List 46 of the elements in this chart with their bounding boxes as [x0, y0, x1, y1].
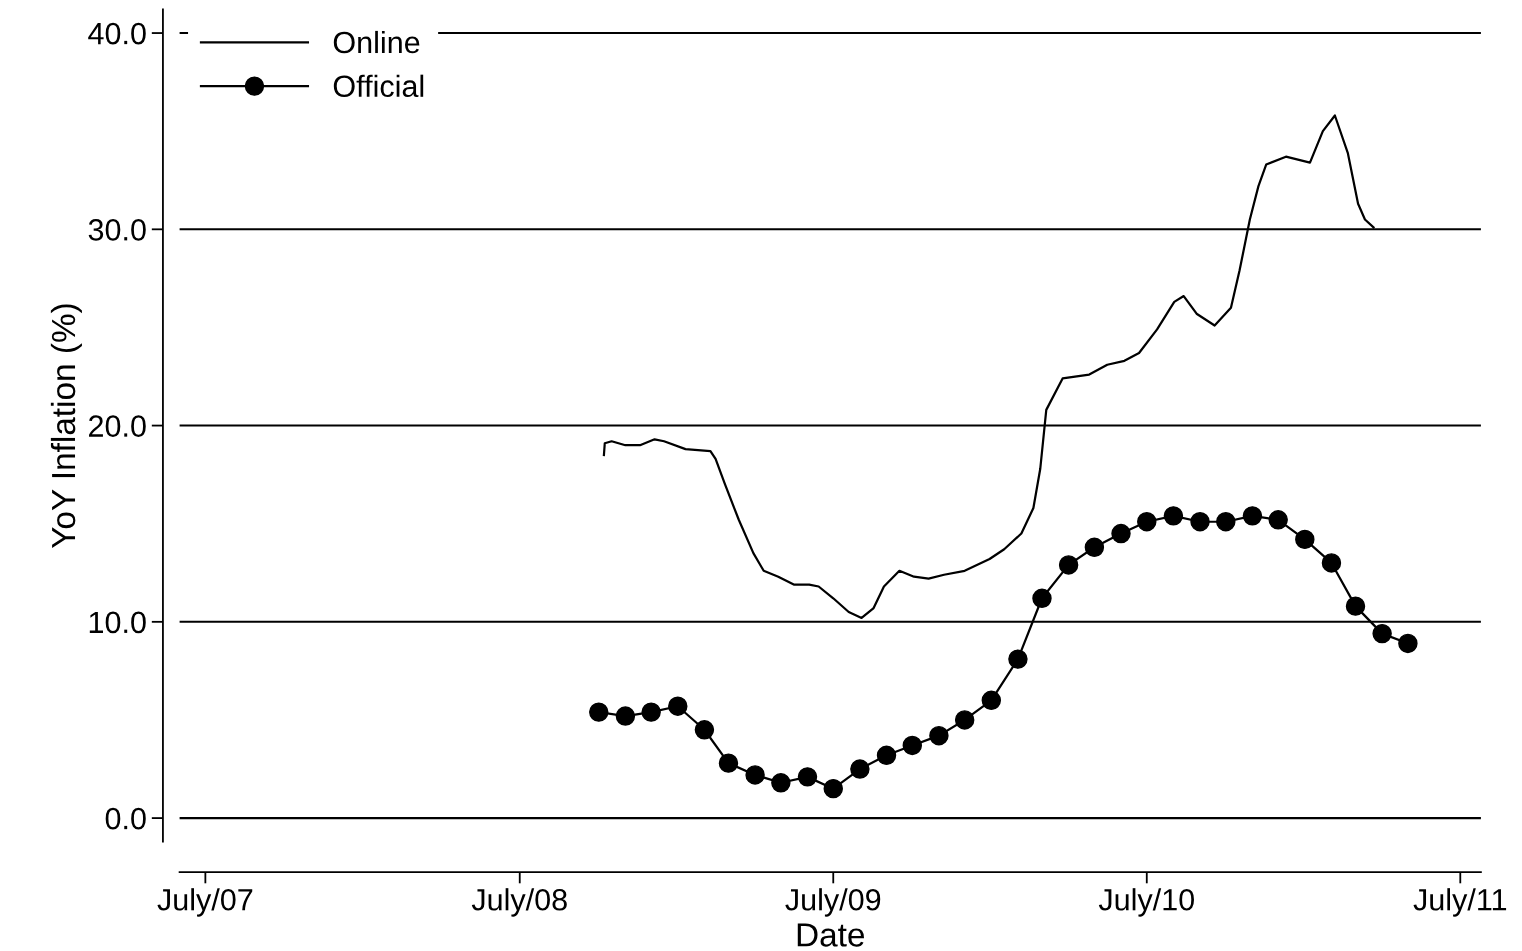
x-tick-label: July/10: [1098, 888, 1194, 917]
point: [1242, 506, 1263, 526]
point: [694, 720, 715, 740]
point: [771, 773, 791, 793]
x-axis-title: Date: [797, 923, 864, 947]
y-tick-label: 20.0: [89, 415, 146, 437]
point: [1321, 553, 1342, 573]
point: [876, 745, 897, 766]
point: [797, 767, 818, 787]
point: [1295, 529, 1315, 550]
point: [718, 753, 739, 773]
point: [668, 696, 688, 716]
point: [615, 706, 636, 726]
point: [1372, 623, 1392, 644]
x-tick-label: July/07: [157, 888, 253, 917]
point: [929, 725, 949, 746]
point: [745, 765, 765, 785]
x-tick-label: July/09: [785, 888, 881, 917]
point: [981, 690, 1002, 711]
point: [1032, 588, 1052, 609]
x-tick-label: July/08: [471, 888, 567, 917]
point: [902, 735, 923, 756]
point: [1398, 633, 1418, 654]
point: [1268, 510, 1288, 530]
y-tick-label: 0.0: [105, 807, 146, 830]
legend-label: Online: [333, 30, 420, 54]
point: [641, 702, 661, 722]
point: [823, 778, 843, 799]
point: [1111, 523, 1131, 544]
x-tick-label: July/11: [1413, 888, 1507, 917]
y-tick-label: 10.0: [89, 611, 146, 634]
y-axis-title: YoY Inflation (%): [50, 304, 82, 549]
point: [589, 702, 609, 722]
point: [850, 759, 870, 779]
point: [954, 710, 975, 730]
legend-label: Official: [333, 74, 424, 98]
point: [1137, 512, 1157, 532]
point: [1084, 537, 1105, 557]
point: [1008, 649, 1028, 669]
point: [1190, 512, 1210, 532]
point: [1163, 506, 1184, 526]
point: [1216, 512, 1236, 532]
point: [1058, 555, 1079, 575]
y-tick-label: 40.0: [88, 22, 146, 45]
point: [1345, 596, 1366, 616]
y-tick-label: 30.0: [88, 219, 146, 241]
